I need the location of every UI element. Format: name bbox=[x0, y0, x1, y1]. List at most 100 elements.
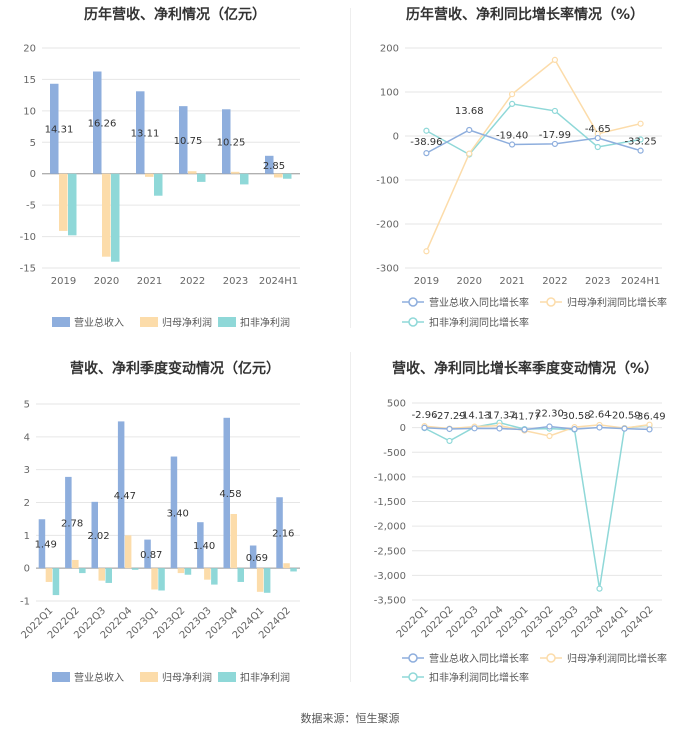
data-point bbox=[521, 426, 528, 433]
bar bbox=[59, 173, 68, 231]
y-tick-label: 0 bbox=[400, 423, 406, 434]
bar bbox=[124, 535, 132, 569]
bar bbox=[197, 173, 206, 182]
y-tick-label: 1 bbox=[24, 531, 30, 542]
data-label: -36.49 bbox=[633, 411, 665, 422]
legend-swatch bbox=[52, 672, 70, 682]
bar bbox=[230, 513, 237, 569]
series-line bbox=[424, 423, 650, 437]
bar bbox=[52, 568, 60, 596]
data-label: 3.40 bbox=[167, 508, 189, 519]
bar bbox=[184, 568, 192, 575]
bar bbox=[177, 568, 185, 574]
legend-label: 营业总收入 bbox=[74, 316, 124, 329]
bar bbox=[179, 106, 188, 174]
y-tick-label: 2 bbox=[24, 498, 30, 509]
y-tick-label: -200 bbox=[376, 220, 399, 231]
bar bbox=[188, 171, 197, 174]
legend-label: 营业总收入同比增长率 bbox=[429, 296, 529, 309]
bar bbox=[290, 568, 297, 572]
data-label: 13.11 bbox=[131, 129, 160, 140]
bar bbox=[45, 568, 53, 582]
legend-label: 扣非净利润同比增长率 bbox=[429, 316, 529, 329]
data-label: -14.13 bbox=[458, 410, 490, 421]
x-tick-label: 2023 bbox=[585, 276, 610, 287]
series-line bbox=[426, 103, 641, 156]
data-label: 4.58 bbox=[219, 489, 241, 500]
panel-divider bbox=[350, 8, 351, 328]
data-point bbox=[423, 127, 430, 134]
legend-label: 扣非净利润 bbox=[240, 316, 290, 329]
bar bbox=[117, 421, 125, 569]
bar bbox=[274, 173, 283, 178]
data-point bbox=[496, 425, 503, 432]
data-label: -20.59 bbox=[608, 411, 640, 422]
data-point bbox=[596, 424, 603, 431]
quarterly-growth-chart: 营收、净利同比增长率季度变动情况（%） 500 0 -500 -1,000 -1,500… bbox=[350, 350, 700, 700]
data-point bbox=[551, 56, 559, 63]
data-label: 22.30 bbox=[535, 409, 564, 420]
data-label: -27.29 bbox=[433, 411, 465, 422]
data-point bbox=[551, 140, 559, 148]
bar bbox=[204, 568, 211, 580]
data-label: 4.47 bbox=[114, 491, 136, 502]
data-label: -2.96 bbox=[412, 410, 438, 421]
x-tick-label: 2021 bbox=[137, 276, 162, 287]
data-label: -38.96 bbox=[410, 137, 442, 148]
bar bbox=[79, 568, 86, 574]
bar bbox=[283, 563, 290, 569]
data-point bbox=[423, 248, 430, 255]
y-tick-label: 15 bbox=[23, 75, 36, 86]
bar bbox=[98, 568, 105, 581]
bar bbox=[65, 476, 72, 569]
y-tick-label: -15 bbox=[20, 264, 36, 275]
x-tick-label: 2020 bbox=[94, 276, 119, 287]
legend-label: 归母净利润 bbox=[162, 671, 212, 684]
data-label: -19.40 bbox=[496, 131, 528, 142]
data-label: 2.85 bbox=[263, 161, 285, 172]
data-point bbox=[471, 425, 478, 432]
data-point bbox=[508, 91, 516, 98]
data-label: 2.78 bbox=[61, 519, 83, 530]
quarterly-growth-svg: 500 0 -500 -1,000 -1,500 -2,000 -2,500 -3,000 -3… bbox=[374, 399, 667, 685]
bar bbox=[231, 171, 240, 174]
chart-title: 营收、净利同比增长率季度变动情况（%） bbox=[391, 361, 659, 377]
data-point bbox=[594, 143, 601, 151]
x-tick-label: 2019 bbox=[51, 276, 76, 287]
bar bbox=[222, 109, 231, 174]
bar bbox=[38, 519, 46, 569]
bar bbox=[145, 173, 154, 177]
data-label: 10.25 bbox=[217, 138, 246, 149]
bar bbox=[265, 155, 274, 174]
y-tick-label: -5 bbox=[26, 201, 36, 212]
x-tick-label: 2019 bbox=[414, 276, 439, 287]
legend-swatch bbox=[140, 672, 158, 682]
data-point bbox=[508, 100, 516, 107]
chart-title: 历年营收、净利情况（亿元） bbox=[84, 7, 266, 23]
y-tick-label: 0 bbox=[393, 132, 399, 143]
legend-marker bbox=[408, 672, 418, 682]
data-label: 2.16 bbox=[272, 529, 294, 540]
data-point bbox=[446, 437, 453, 445]
y-tick-label: 200 bbox=[380, 44, 399, 55]
bar bbox=[170, 456, 178, 569]
data-label: 1.49 bbox=[35, 540, 57, 551]
y-tick-label: -10 bbox=[20, 232, 36, 243]
y-tick-label: 10 bbox=[23, 106, 36, 117]
x-tick-label: 2023 bbox=[223, 276, 248, 287]
y-tick-label: -2,000 bbox=[374, 522, 406, 533]
x-tick-label: 2022 bbox=[542, 276, 567, 287]
series-line bbox=[425, 58, 641, 252]
chart-title: 营收、净利季度变动情况（亿元） bbox=[70, 361, 280, 377]
data-point bbox=[423, 150, 430, 157]
x-tick-label: 2020 bbox=[457, 276, 482, 287]
series-line bbox=[424, 421, 650, 589]
data-point bbox=[508, 141, 516, 148]
chart-title: 历年营收、净利同比增长率情况（%） bbox=[405, 7, 645, 23]
data-point bbox=[646, 426, 653, 433]
bar bbox=[276, 497, 283, 569]
data-point bbox=[446, 425, 453, 433]
quarterly-bar-svg: 543210-12022Q12022Q22022Q32022Q42023Q120… bbox=[19, 400, 300, 684]
data-point bbox=[466, 150, 473, 157]
annual-bar-svg: 20 15 10 5 0 -5 -10 -15 2019 2020 2021 2022 2023 2024… bbox=[20, 44, 300, 329]
